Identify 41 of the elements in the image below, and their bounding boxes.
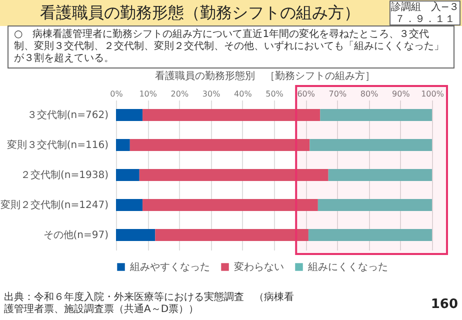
- x-tick-label: 40%: [234, 90, 252, 98]
- bar: [318, 199, 432, 211]
- bar: [328, 169, 432, 181]
- text: ７．９．１１: [395, 14, 455, 25]
- text: 160: [430, 297, 458, 312]
- chart-title: 看護職員の勤務形態（勤務シフトの組み方）: [40, 3, 360, 22]
- bar: [308, 229, 432, 241]
- x-tick-label: 70%: [328, 90, 347, 98]
- bar: [116, 169, 140, 181]
- legend-label: 組みやすくなった: [129, 262, 210, 273]
- y-tick-label: ３交代制(n=762): [26, 109, 109, 121]
- text: 看護職員の勤務形態別 ［勤務シフトの組み方］: [155, 70, 375, 82]
- y-tick-label: ２交代制(n=1938): [20, 169, 109, 181]
- bar: [116, 109, 143, 121]
- x-tick-label: 20%: [170, 90, 189, 98]
- legend-label: 変わらない: [234, 261, 284, 273]
- bar: [320, 109, 432, 121]
- x-tick-label: 80%: [360, 90, 379, 98]
- y-tick-label: 変則３交代制(n=116): [6, 139, 109, 151]
- x-tick-label: 0%: [110, 90, 124, 98]
- legend-label: 組みにくくなった: [307, 262, 388, 273]
- bar: [130, 139, 310, 151]
- bar: [116, 139, 130, 151]
- bar: [116, 229, 156, 241]
- x-tick-label: 90%: [392, 90, 410, 98]
- x-tick-label: 10%: [139, 90, 158, 98]
- bar: [155, 229, 308, 241]
- x-tick-label: 60%: [297, 90, 316, 98]
- bar: [142, 109, 320, 121]
- chart-subtitle: ○ 病棟看護管理者に勤務シフトの組み方について直近1年間の変化を尋ねたところ、３交代制、変則３交代制、２交代制、変則２交代制、その他、いずれにおいても「組みにくくなった」が３割を超えている。: [14, 28, 444, 64]
- bar: [116, 199, 143, 211]
- text: 診調組 入−３: [390, 1, 460, 13]
- x-tick-label: 30%: [202, 90, 221, 98]
- bar: [310, 139, 432, 151]
- y-tick-label: その他(n=97): [43, 229, 109, 241]
- source-note: 出典：令和６年度入院・外来医療等における実態調査 （病棟看護管理者票、施設調査票（共通A～D票））: [4, 291, 294, 315]
- x-tick-label: 100%: [421, 90, 444, 98]
- y-tick-label: 変則２交代制(n=1247): [0, 199, 109, 211]
- bar: [142, 199, 318, 211]
- x-tick-label: 50%: [266, 90, 284, 98]
- bar: [139, 169, 328, 181]
